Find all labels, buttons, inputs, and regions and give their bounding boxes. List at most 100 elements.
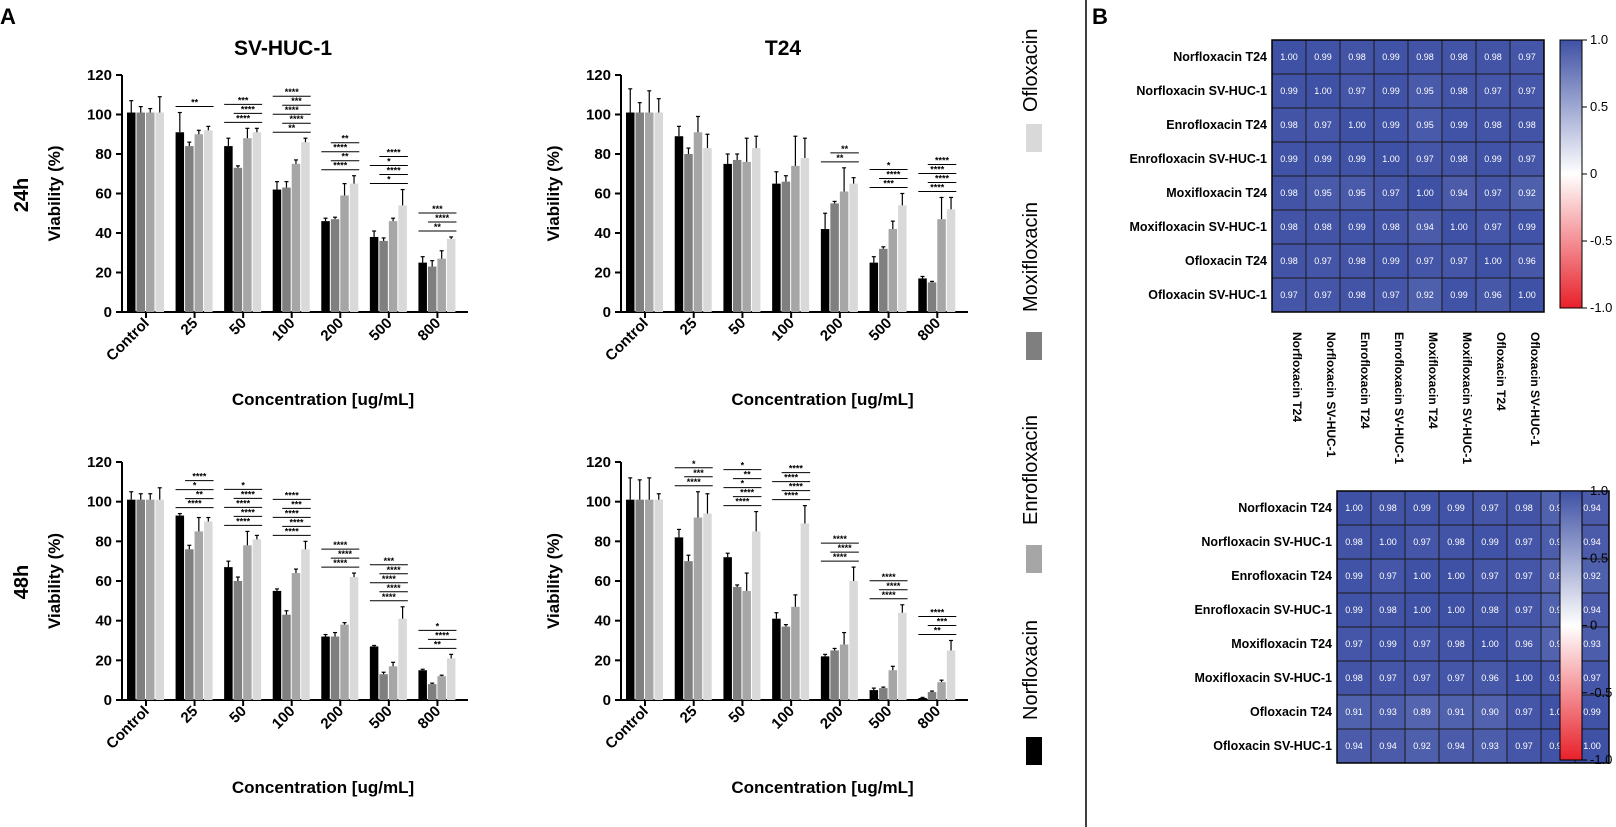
bar-ofloxacin [654, 499, 663, 700]
bar-ofloxacin [751, 531, 761, 700]
heatmap-value: 0.97 [1348, 86, 1366, 96]
significance-stars: *** [432, 204, 443, 214]
x-tick-label: 100 [269, 703, 299, 733]
heatmap-value: 0.97 [1314, 120, 1332, 130]
heatmap-cell [1336, 524, 1372, 560]
bar-enrofloxacin [291, 573, 301, 700]
heatmap-cell [1475, 243, 1511, 279]
significance-stars: *** [291, 96, 302, 106]
y-tick-label: 0 [104, 692, 112, 709]
bar-norfloxacin [626, 499, 635, 700]
bar-norfloxacin [224, 146, 233, 312]
y-tick-label: 60 [594, 573, 611, 590]
heatmaps: 1.00 0.99 0.98 0.99 0.98 0.98 0.98 0.97Norfloxa… [1129, 32, 1612, 767]
y-tick-label: 40 [594, 225, 611, 242]
bar-ofloxacin [946, 209, 956, 312]
heatmap-cell [1475, 73, 1511, 109]
heatmap-cell [1475, 39, 1511, 75]
significance-stars: ** [191, 98, 199, 108]
bar-moxifloxacin [136, 499, 145, 700]
heatmap-cell [1336, 728, 1372, 764]
heatmap-cell [1339, 277, 1375, 313]
significance-stars: **** [333, 161, 348, 171]
significance-stars: **** [935, 155, 950, 165]
heatmap-cell [1336, 592, 1372, 628]
bar-norfloxacin [869, 262, 879, 312]
x-tick-label: 25 [677, 703, 701, 727]
heatmap-value: 1.00 [1481, 639, 1499, 649]
significance-stars: **** [886, 581, 901, 591]
heatmap-value: 0.89 [1549, 571, 1567, 581]
bar-norfloxacin [918, 278, 927, 312]
bar-moxifloxacin [379, 674, 388, 700]
heatmap-value: 0.99 [1382, 120, 1400, 130]
bar-moxifloxacin [781, 181, 791, 312]
heatmap-value: 0.98 [1382, 222, 1400, 232]
x-tick-label: 200 [817, 703, 847, 733]
significance-stars: ** [836, 153, 844, 163]
bar-norfloxacin [272, 590, 282, 700]
significance-stars: **** [435, 213, 450, 223]
heatmap-value: 0.99 [1583, 707, 1601, 717]
y-tick-label: 20 [95, 652, 112, 669]
bar-enrofloxacin [243, 545, 252, 700]
bar-moxifloxacin [879, 248, 888, 312]
heatmap-value: 0.92 [1416, 290, 1434, 300]
heatmap-value: 0.97 [1447, 673, 1465, 683]
heatmap-row-label: Norfloxacin SV-HUC-1 [1136, 84, 1267, 98]
bar-moxifloxacin [781, 626, 791, 700]
bar-moxifloxacin [830, 203, 839, 312]
heatmap-value: 0.99 [1280, 86, 1298, 96]
y-tick-label: 120 [586, 67, 611, 84]
heatmap-row-label: Enrofloxacin T24 [1231, 569, 1332, 583]
heatmap-value: 0.97 [1515, 707, 1533, 717]
heatmap-border [1271, 39, 1545, 313]
bar-ofloxacin [155, 112, 164, 313]
heatmap-cell [1475, 277, 1511, 313]
heatmap-cell [1336, 660, 1372, 696]
heatmap-cell [1305, 107, 1341, 143]
x-tick-label: Control [103, 703, 153, 753]
significance-stars: **** [930, 182, 945, 192]
significance-stars: **** [387, 583, 402, 593]
bar-enrofloxacin [340, 195, 349, 312]
bar-ofloxacin [446, 238, 456, 312]
heatmap-value: 1.00 [1413, 571, 1431, 581]
heatmap-value: 0.97 [1413, 537, 1431, 547]
significance-stars: ** [196, 490, 204, 500]
bar-norfloxacin [626, 112, 635, 313]
heatmap-cell [1509, 141, 1545, 177]
significance-stars: **** [289, 114, 304, 124]
bar-moxifloxacin [732, 159, 742, 312]
heatmap-cell [1438, 728, 1474, 764]
heatmap-cell [1407, 39, 1443, 75]
legend-label: Ofloxacin [1020, 29, 1042, 112]
y-tick-label: 20 [594, 265, 611, 282]
x-tick-label: 800 [415, 703, 445, 733]
heatmap-value: 1.00 [1280, 52, 1298, 62]
heatmap-value: 0.97 [1484, 86, 1502, 96]
significance-stars: ** [342, 134, 350, 144]
bar-ofloxacin [301, 549, 310, 700]
heatmap-row-label: Moxifloxacin SV-HUC-1 [1129, 220, 1267, 234]
x-axis-label: Concentration [ug/mL] [232, 390, 414, 409]
significance-stars: ** [434, 222, 442, 232]
x-tick-label: 200 [817, 315, 847, 345]
heatmap-cell [1509, 277, 1545, 313]
bar-ofloxacin [349, 577, 359, 700]
heatmap-value: 1.00 [1484, 256, 1502, 266]
bar-enrofloxacin [437, 676, 446, 700]
heatmap-value: 0.97 [1314, 256, 1332, 266]
heatmap-value: 0.93 [1583, 639, 1601, 649]
significance-stars: **** [789, 482, 804, 492]
heatmap-row-label: Norfloxacin SV-HUC-1 [1201, 535, 1332, 549]
heatmap-value: 0.97 [1583, 673, 1601, 683]
colorbar-tick-label: -0.5 [1590, 685, 1612, 700]
significance-stars: **** [784, 491, 799, 501]
bar-norfloxacin [918, 698, 927, 700]
legend-swatch [1026, 124, 1042, 152]
heatmap-value: 0.94 [1416, 222, 1434, 232]
significance-stars: **** [935, 173, 950, 183]
heatmap-cell [1373, 107, 1409, 143]
heatmap-row-label: Ofloxacin SV-HUC-1 [1213, 739, 1332, 753]
